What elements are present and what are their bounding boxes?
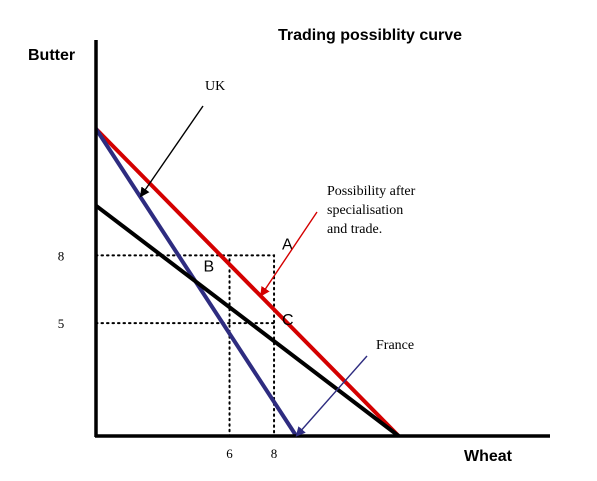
guide-lines [95, 254, 276, 437]
point-label-A: A [282, 236, 293, 253]
x-tick-label-0: 6 [226, 446, 233, 461]
point-label-C: C [282, 312, 294, 329]
curves [94, 127, 401, 438]
y-tick-label-1: 5 [58, 316, 65, 331]
series-line-black [94, 204, 400, 438]
x-tick-label-1: 8 [271, 446, 278, 461]
annotation-uk: UK [205, 79, 225, 94]
annotation-france: France [376, 338, 414, 353]
point-label-B: B [204, 258, 215, 275]
annotation-arrow-france [295, 355, 368, 437]
axes [94, 40, 550, 438]
point-labels: A B C [204, 236, 294, 329]
chart-title: Trading possiblity curve [278, 27, 462, 44]
series-line-red [94, 127, 401, 438]
x-axis-label: Wheat [464, 448, 513, 465]
annotation-arrow-uk [139, 105, 204, 198]
annotation-arrow-trade [260, 211, 318, 297]
guide-line-0 [95, 254, 231, 437]
guide-line-1 [228, 254, 276, 437]
annotations: UK Possibility after specialisation and tra… [139, 79, 416, 437]
y-axis-label: Butter [28, 47, 75, 64]
tick-labels: 6 8 8 5 [58, 248, 278, 461]
annotation-trade: Possibility after specialisation and trade… [327, 184, 416, 237]
y-tick-label-0: 8 [58, 248, 65, 263]
